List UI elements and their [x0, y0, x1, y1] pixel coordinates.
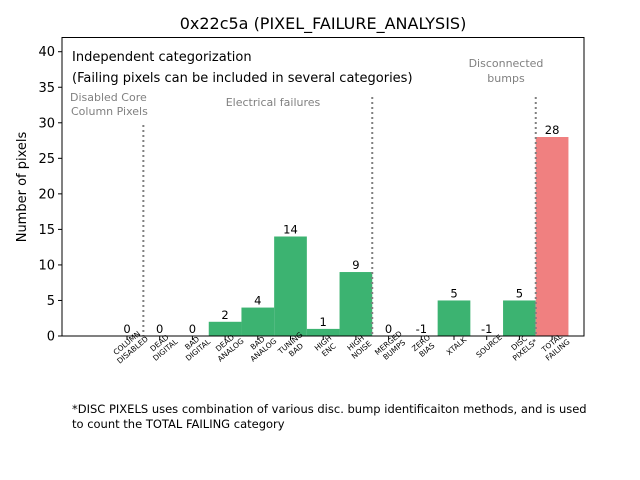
bar-value-label: 0 — [156, 322, 163, 336]
bar-value-label: 0 — [123, 322, 130, 336]
bar-value-label: 28 — [545, 123, 560, 137]
annotation-electrical: Electrical failures — [226, 96, 321, 109]
separators-group — [142, 97, 537, 336]
bar — [208, 321, 242, 336]
x-tick-label: XTALK — [445, 334, 469, 357]
x-tick-label: SOURCE — [474, 333, 504, 360]
annotation-disconnected-1: Disconnected — [469, 57, 544, 70]
x-tick-label: HIGHENC — [313, 333, 339, 359]
annotation-heading-2: (Failing pixels can be included in sever… — [72, 71, 413, 86]
bar-value-label: 5 — [516, 286, 523, 300]
y-tick-label: 5 — [47, 294, 55, 309]
bar — [535, 137, 569, 336]
bar — [241, 307, 275, 336]
y-tick-label: 10 — [38, 258, 55, 273]
bar-value-label: 14 — [283, 223, 298, 237]
bar-value-label: -1 — [481, 322, 492, 336]
bar — [437, 300, 471, 336]
bar-value-label: -1 — [416, 322, 427, 336]
x-tick-label: MERGEDBUMPS — [373, 329, 410, 364]
y-tick-label: 30 — [38, 116, 55, 131]
y-tick-label: 20 — [38, 187, 55, 202]
bar-value-label: 1 — [320, 315, 327, 329]
x-tick-label: DEADDIGITAL — [145, 330, 180, 363]
bar-value-label: 4 — [254, 294, 261, 308]
bar — [274, 236, 307, 336]
y-axis-label: Number of pixels — [15, 131, 30, 242]
annotation-heading-1: Independent categorization — [72, 50, 252, 65]
y-tick-label: 35 — [38, 81, 55, 96]
bar-value-label: 5 — [450, 286, 457, 300]
bar-value-label: 0 — [189, 322, 196, 336]
chart-title: 0x22c5a (PIXEL_FAILURE_ANALYSIS) — [180, 14, 467, 34]
annotation-disabled-2: Column Pixels — [71, 105, 148, 118]
y-tick-label: 40 — [38, 45, 55, 60]
footnote-line-2: to count the TOTAL FAILING category — [72, 417, 285, 431]
bar-value-label: 2 — [221, 308, 228, 322]
y-axis: 0 5 10 15 20 25 30 35 40 — [38, 45, 62, 345]
bar — [339, 272, 373, 336]
annotation-disconnected-2: bumps — [487, 72, 525, 85]
bar-value-label: 0 — [385, 322, 392, 336]
footnote-line-1: *DISC PIXELS uses combination of various… — [72, 402, 587, 416]
bar — [503, 300, 536, 336]
x-tick-label: BADDIGITAL — [178, 330, 213, 363]
bars-group — [208, 137, 569, 336]
annotation-disabled-1: Disabled Core — [70, 91, 147, 104]
y-tick-label: 0 — [47, 330, 55, 345]
bar-labels-group: 0 0 0 2 4 14 1 9 0 -1 5 -1 5 28 — [123, 123, 559, 336]
bar-value-label: 9 — [352, 258, 359, 272]
y-tick-label: 15 — [38, 223, 55, 238]
y-tick-label: 25 — [38, 152, 55, 167]
bar — [306, 328, 340, 336]
x-tick-label: ZEROBIAS — [410, 333, 438, 360]
